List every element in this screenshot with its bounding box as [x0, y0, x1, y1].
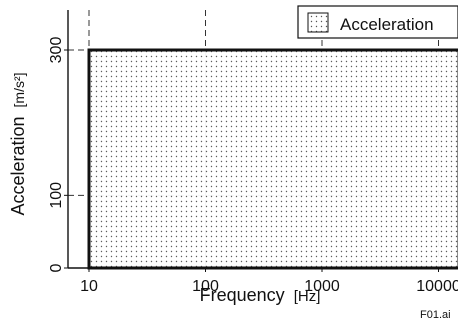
y-axis-label: Acceleration [m/s²]: [8, 72, 28, 215]
figure-id: F01.ai: [420, 309, 451, 321]
x-tick-label: 10: [80, 278, 98, 295]
tick-labels: 10 100 1000 10000 0 100 300: [48, 37, 458, 295]
y-tick-label: 100: [48, 182, 65, 209]
legend: Acceleration: [297, 5, 458, 39]
y-tick-label: 0: [48, 263, 65, 272]
x-tick-label: 10000: [416, 278, 458, 295]
x-axis-label-main: Frequency: [200, 285, 285, 305]
legend-label: Acceleration: [340, 15, 434, 34]
x-axis-label-unit: [Hz]: [294, 288, 321, 305]
axes: [64, 10, 452, 272]
y-axis-label-main: Acceleration: [8, 116, 28, 215]
x-axis-label: Frequency [Hz]: [200, 285, 321, 305]
acceleration-region-rect: [87, 48, 458, 270]
legend-swatch: [307, 12, 329, 33]
acceleration-region: [87, 48, 458, 270]
x-tick-label: 100: [192, 278, 219, 295]
y-axis-label-unit: [m/s²]: [11, 72, 27, 107]
x-tick-label: 1000: [304, 278, 340, 295]
y-tick-label: 300: [48, 37, 65, 64]
